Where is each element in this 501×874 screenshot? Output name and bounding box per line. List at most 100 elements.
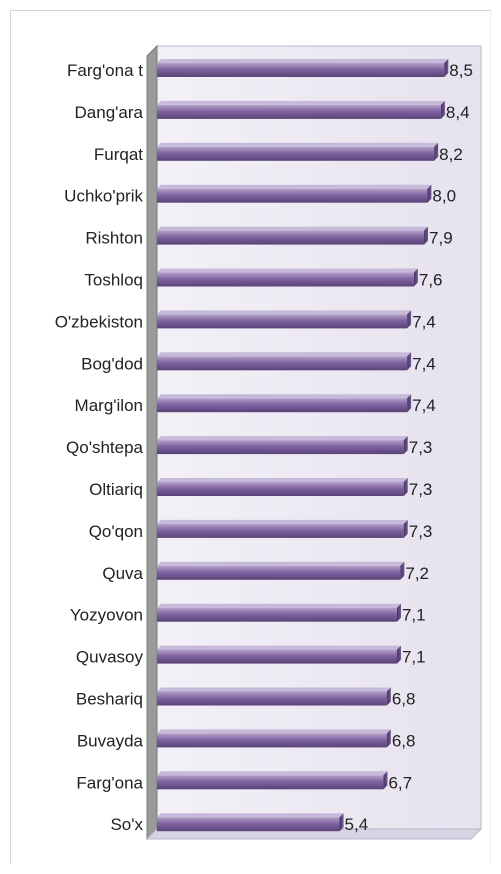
value-label: 7,4	[412, 312, 436, 331]
bar	[157, 649, 397, 664]
bar	[157, 63, 445, 77]
category-label: Qo'qon	[89, 522, 143, 541]
bar	[157, 356, 408, 371]
bar	[157, 146, 435, 161]
bar	[157, 733, 387, 748]
bar-end-cap	[386, 729, 391, 748]
value-label: 7,6	[419, 271, 443, 290]
category-label: Buvayda	[77, 731, 144, 750]
category-label: Bog'dod	[81, 354, 143, 373]
value-label: 7,4	[412, 396, 436, 415]
bar	[157, 523, 404, 538]
bar-end-cap	[386, 687, 391, 706]
value-label: 8,4	[446, 103, 470, 122]
value-labels: 8,5 8,4 8,2 8,0 7,9 7,6 7,4 7,4 7,4 7,3 7,3 7,3 7,2 7…	[345, 61, 473, 834]
category-label: Qo'shtepa	[66, 438, 144, 457]
category-label: Yozyovon	[70, 606, 143, 625]
category-label: Quva	[102, 564, 143, 583]
bar	[157, 565, 401, 580]
value-label: 7,9	[429, 229, 453, 248]
category-label: Oltiariq	[89, 480, 143, 499]
category-label: Toshloq	[84, 271, 143, 290]
value-label: 7,3	[409, 438, 433, 457]
category-label: O'zbekiston	[55, 312, 143, 331]
bar-top-face	[157, 268, 418, 273]
category-label: Farg'ona t	[67, 61, 143, 80]
value-label: 8,5	[449, 61, 473, 80]
category-label: Farg'ona	[76, 773, 143, 792]
bar-top-face	[157, 59, 449, 63]
category-labels: Farg'ona t Dang'ara Furqat Uchko'prik Rishto…	[55, 61, 144, 834]
bar-end-cap	[383, 771, 388, 790]
bar-top-face	[157, 561, 405, 566]
bar-top-face	[157, 687, 391, 692]
bar-end-cap	[424, 226, 429, 245]
bar-chart: Farg'ona t Dang'ara Furqat Uchko'prik Rishto…	[55, 44, 483, 841]
bar-end-cap	[403, 436, 408, 455]
bars-group	[157, 59, 449, 832]
value-label: 5,4	[345, 815, 369, 834]
value-label: 6,8	[392, 731, 416, 750]
bar	[157, 272, 414, 287]
bar-top-face	[157, 436, 408, 441]
bar	[157, 607, 397, 622]
bar	[157, 691, 387, 706]
category-label: Quvasoy	[76, 648, 144, 667]
category-label: So'x	[110, 815, 143, 834]
value-label: 7,4	[412, 354, 436, 373]
category-label: Uchko'prik	[64, 187, 143, 206]
bar	[157, 188, 428, 203]
category-label: Marg'ilon	[75, 396, 143, 415]
bar-end-cap	[407, 352, 412, 371]
bar-top-face	[157, 310, 412, 315]
bar	[157, 775, 384, 790]
bar-top-face	[157, 394, 412, 399]
bar-top-face	[157, 813, 344, 818]
category-label: Rishton	[85, 229, 143, 248]
value-label: 7,1	[402, 606, 426, 625]
bar-end-cap	[403, 478, 408, 496]
bar-top-face	[157, 519, 408, 524]
category-label: Dang'ara	[75, 103, 144, 122]
bar	[157, 817, 340, 832]
bar-top-face	[157, 352, 412, 357]
side-wall	[146, 44, 158, 841]
value-label: 7,1	[402, 648, 426, 667]
bar	[157, 230, 425, 245]
chart-frame: Farg'ona t Dang'ara Furqat Uchko'prik Rishto…	[10, 10, 491, 864]
bar-end-cap	[396, 603, 401, 622]
bar-top-face	[157, 100, 445, 105]
value-label: 8,0	[432, 187, 456, 206]
bar-end-cap	[444, 59, 449, 77]
bar-end-cap	[403, 519, 408, 538]
bar-end-cap	[440, 100, 445, 119]
bar	[157, 104, 441, 119]
bar	[157, 314, 408, 329]
bar-end-cap	[407, 310, 412, 329]
value-label: 7,3	[409, 522, 433, 541]
bar-end-cap	[400, 561, 405, 580]
bar-top-face	[157, 142, 439, 147]
bar-top-face	[157, 645, 401, 650]
bar-end-cap	[413, 268, 418, 287]
bar	[157, 482, 404, 496]
category-label: Furqat	[94, 145, 143, 164]
bar-top-face	[157, 729, 391, 734]
bar-end-cap	[339, 813, 344, 832]
bar-end-cap	[396, 645, 401, 664]
bar-top-face	[157, 226, 429, 231]
bar-top-face	[157, 603, 401, 608]
plot-floor	[145, 828, 483, 840]
bar-end-cap	[407, 394, 412, 413]
value-label: 8,2	[439, 145, 463, 164]
bar	[157, 440, 404, 455]
bar-top-face	[157, 184, 432, 189]
bar-end-cap	[427, 184, 432, 203]
category-label: Beshariq	[76, 690, 143, 709]
bar	[157, 398, 408, 413]
bar-top-face	[157, 478, 408, 482]
value-label: 7,2	[405, 564, 429, 583]
bar-top-face	[157, 771, 388, 776]
bar-end-cap	[434, 142, 439, 161]
value-label: 6,8	[392, 690, 416, 709]
